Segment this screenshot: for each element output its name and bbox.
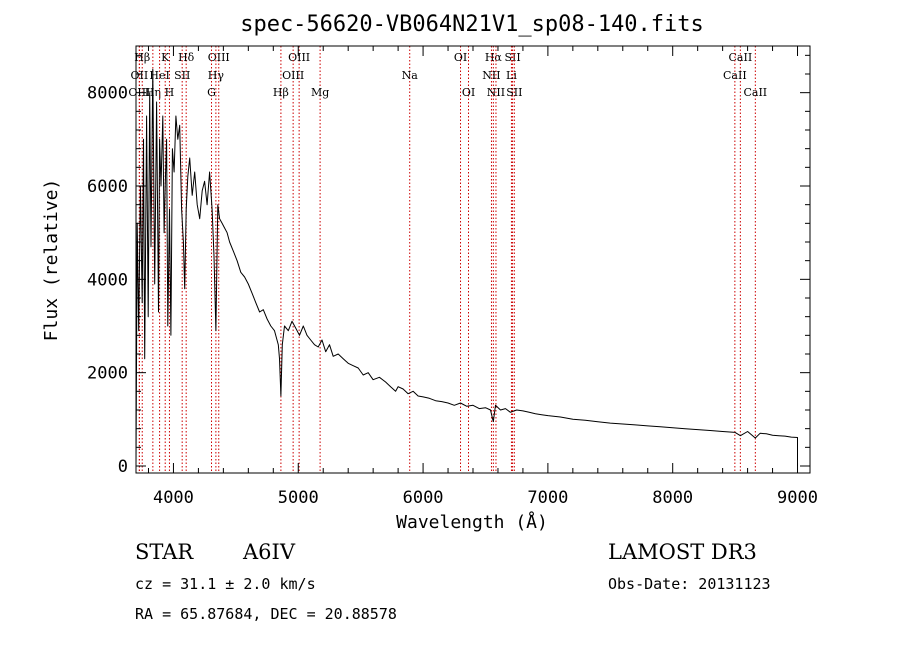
object-type: STAR — [135, 540, 194, 564]
line-label-10: Hγ — [208, 69, 225, 82]
y-tick-label: 0 — [118, 457, 128, 477]
chart-title: spec-56620-VB064N21V1_sp08-140.fits — [240, 12, 704, 37]
spectrum-series-0 — [135, 68, 798, 467]
line-label-0: Hβ — [134, 51, 150, 64]
line-label-7: Hδ — [178, 51, 195, 64]
x-tick-label: 8000 — [652, 488, 693, 508]
observation-date: Obs-Date: 20131123 — [608, 575, 771, 593]
ra-dec-coordinates: RA = 65.87684, DEC = 20.88578 — [135, 605, 397, 623]
line-label-23: Li — [506, 69, 517, 82]
line-label-6: H — [165, 86, 175, 99]
line-label-12: Hβ — [273, 86, 289, 99]
series-layer — [135, 68, 798, 467]
line-label-8: SII — [174, 69, 190, 82]
line-label-22: SII — [504, 51, 520, 64]
x-tick-label: 6000 — [403, 488, 444, 508]
line-label-27: CaII — [743, 86, 767, 99]
line-label-18: OI — [462, 86, 475, 99]
x-axis-label: Wavelength (Å) — [396, 511, 548, 533]
y-tick-label: 8000 — [87, 84, 128, 104]
redshift-cz: cz = 31.1 ± 2.0 km/s — [135, 575, 316, 593]
y-tick-label: 6000 — [87, 177, 128, 197]
y-tick-label: 2000 — [87, 364, 128, 384]
line-label-16: Na — [402, 69, 419, 82]
line-label-20: NII — [482, 69, 500, 82]
y-axis: 0 2000 4000 6000 8000 — [87, 54, 810, 477]
x-tick-label: 7000 — [527, 488, 568, 508]
spectral-subclass: A6IV — [242, 540, 296, 564]
line-label-24: SII — [506, 86, 522, 99]
line-label-4: K — [161, 51, 170, 64]
line-label-13: OIII — [288, 51, 310, 64]
line-label-19: Hα — [485, 51, 503, 64]
survey-name: LAMOST DR3 — [608, 540, 757, 564]
y-axis-label: Flux (relative) — [41, 179, 62, 342]
line-label-25: CaII — [729, 51, 753, 64]
line-label-21: NII — [487, 86, 505, 99]
line-label-9: OIII — [208, 51, 230, 64]
x-axis: 4000 5000 6000 7000 8000 9000 — [147, 46, 818, 508]
line-label-14: OIII — [282, 69, 304, 82]
x-tick-label: 5000 — [278, 488, 319, 508]
x-tick-label: 9000 — [777, 488, 818, 508]
line-label-11: G — [207, 86, 216, 99]
line-label-26: CaII — [723, 69, 747, 82]
y-tick-label: 4000 — [87, 270, 128, 290]
line-label-15: Mg — [311, 86, 329, 99]
x-tick-label: 4000 — [153, 488, 194, 508]
line-label-5: HeI — [149, 69, 169, 82]
line-label-17: OI — [454, 51, 467, 64]
